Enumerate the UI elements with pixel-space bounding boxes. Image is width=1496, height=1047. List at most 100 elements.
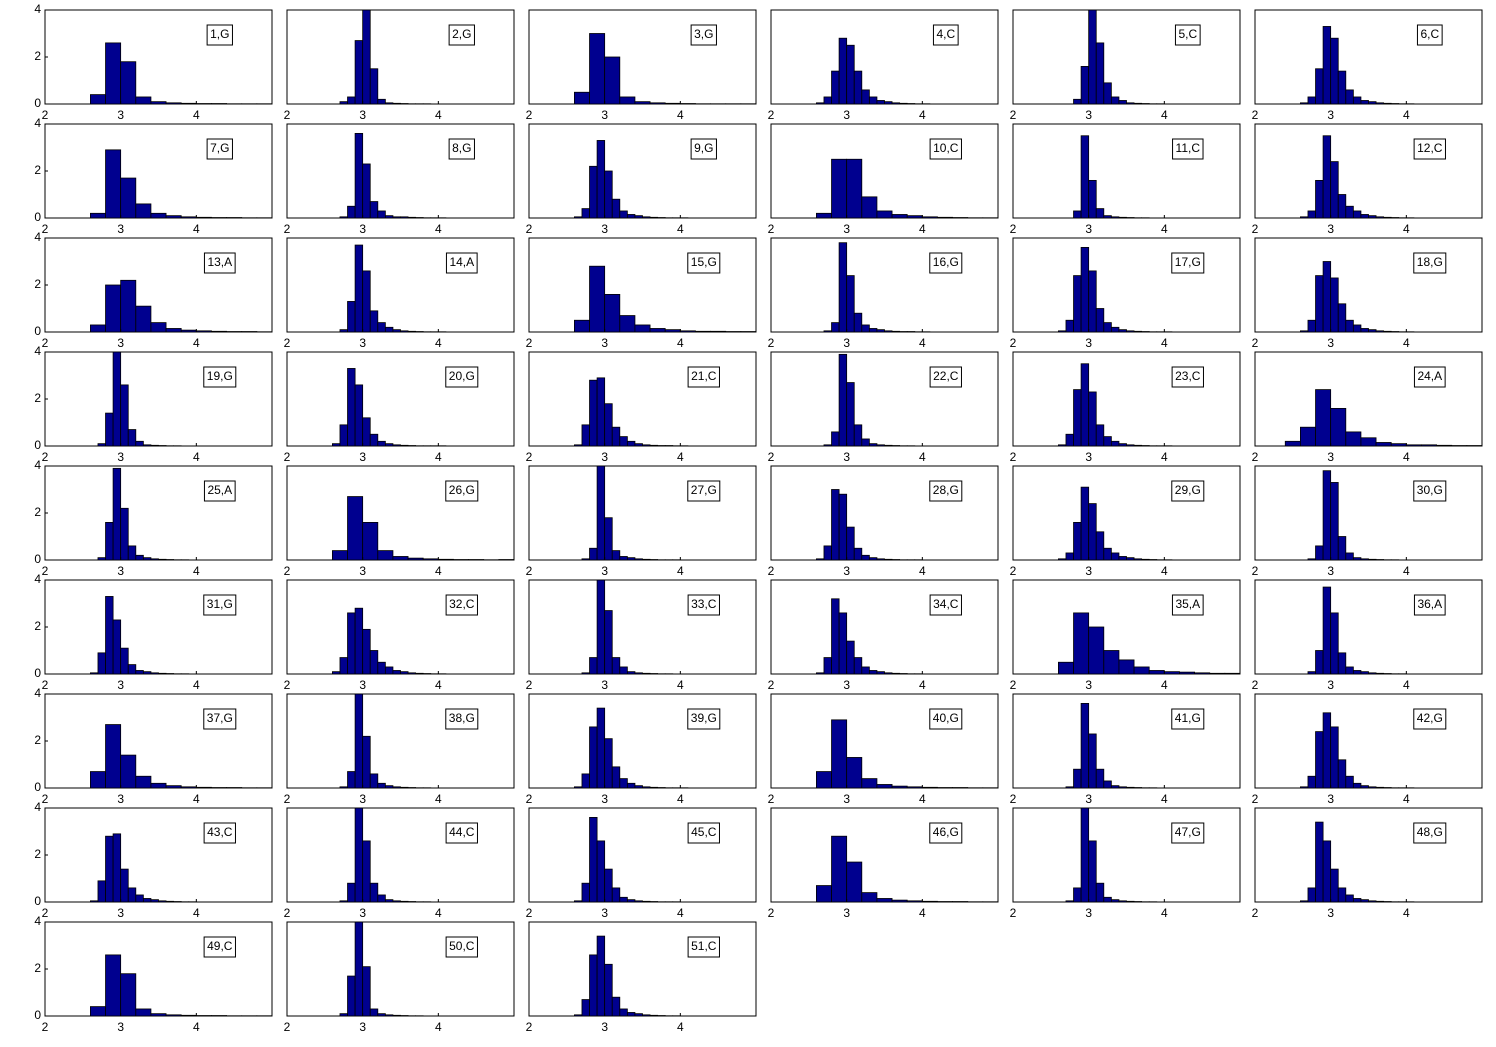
bar [1163,671,1180,675]
bar [135,1008,152,1017]
label-box [1174,24,1201,46]
x-tick-label: 2 [768,222,775,236]
bar [619,96,636,105]
histogram-panel: 2 3 4 18,G [1252,237,1483,350]
bar [150,444,159,447]
bar [1073,612,1090,675]
panel-label: 22,C [933,369,959,383]
y-tick-label: 4 [34,230,41,244]
y-tick-label: 0 [34,894,41,908]
bar [838,353,848,447]
bar [369,650,379,675]
panel-label: 7,G [210,141,229,155]
histogram-panel: 2 3 4 40,G [768,693,999,806]
y-tick-label: 2 [34,163,41,177]
panel-label: 9,G [694,141,713,155]
label-box [203,252,236,274]
y-tick-label: 0 [34,780,41,794]
bar [1073,887,1082,903]
histogram-panel: 2 3 4 45,C [526,807,757,920]
bar [589,726,598,789]
bar [1345,431,1362,447]
bar [1421,444,1438,447]
bar [868,557,878,561]
label-box [687,708,721,730]
bar [354,384,364,447]
bar [1300,426,1316,447]
bar [626,671,636,675]
bar [1073,522,1082,561]
bar [120,507,129,561]
bar [1315,545,1324,561]
x-tick-label: 3 [359,108,366,122]
bar [876,444,885,447]
axes-frame [528,9,757,105]
y-tick-label: 4 [34,344,41,358]
bar [407,672,417,675]
bar [1118,786,1127,789]
bar [400,216,409,219]
x-tick-label: 4 [193,222,200,236]
bar [90,1006,106,1017]
x-tick-label: 3 [843,792,850,806]
bar [884,558,893,561]
x-tick-label: 3 [601,906,608,920]
bar [377,440,386,447]
bar [853,70,863,105]
bar [642,1014,651,1017]
label-box [929,594,962,616]
bar [921,216,938,219]
bar [1080,486,1090,561]
panel-label: 42,G [1417,711,1443,725]
bar [1103,547,1112,561]
bar [347,368,356,447]
bar [921,786,938,789]
bar [619,896,628,903]
x-tick-label: 4 [1161,222,1168,236]
x-tick-label: 3 [1327,678,1334,692]
bar [876,210,893,219]
bar [1360,558,1369,561]
histogram-panel: 2 3 4 22,C [768,351,999,464]
axes-frame [286,465,515,561]
bar [1330,868,1339,903]
bar [619,210,628,219]
label-box [1413,138,1446,160]
bar [581,882,590,903]
bar [838,37,848,105]
bar [664,329,681,333]
x-tick-label: 4 [1161,678,1168,692]
bar [105,284,122,333]
x-tick-label: 2 [768,906,775,920]
bar [165,900,175,903]
bar [1337,194,1347,219]
y-tick-label: 0 [34,438,41,452]
bar [1383,216,1392,219]
axes-frame [1012,351,1241,447]
x-tick-label: 3 [117,450,124,464]
bar [1088,503,1097,561]
panel-label: 15,G [691,255,717,269]
bar [354,40,364,105]
x-tick-label: 4 [1161,906,1168,920]
x-tick-label: 4 [1403,108,1410,122]
x-tick-label: 2 [42,678,49,692]
bar [861,666,870,675]
bar [97,652,106,675]
bar [1345,89,1354,105]
bar [906,215,923,219]
x-tick-label: 2 [1010,678,1017,692]
axes-frame [528,123,757,219]
x-tick-label: 2 [1252,222,1259,236]
x-tick-label: 2 [1252,336,1259,350]
y-tick-label: 4 [34,116,41,130]
bar [112,467,122,561]
x-tick-label: 2 [1010,336,1017,350]
histogram-panel: 2 3 4 26,G [284,465,515,578]
x-tick-label: 2 [526,792,533,806]
bar [384,102,394,105]
bar [846,640,855,675]
bar [347,882,356,903]
axes-frame [1254,9,1483,105]
